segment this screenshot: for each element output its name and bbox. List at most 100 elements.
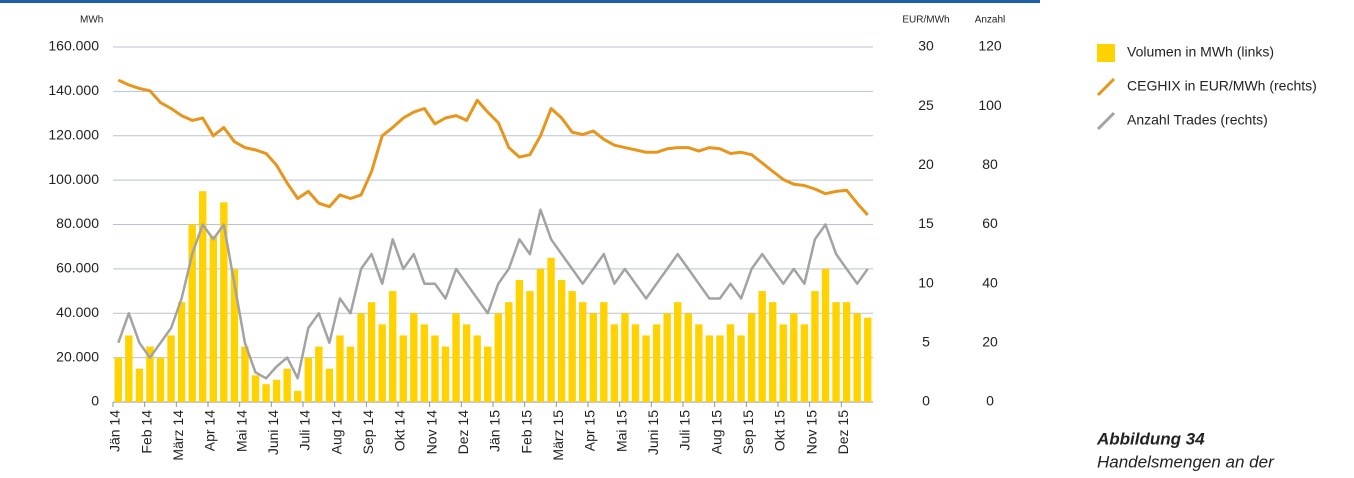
y2-tick-label: 10: [918, 274, 934, 290]
volume-bar: [589, 313, 597, 402]
volume-bar: [579, 302, 587, 402]
x-tick-label: Juli 15: [677, 410, 693, 451]
y-tick-label: 140.000: [48, 82, 99, 98]
volume-bar: [642, 335, 650, 402]
volume-bar: [283, 368, 291, 402]
y3-tick-label: 0: [986, 393, 994, 409]
volume-bar: [484, 346, 492, 402]
x-tick-label: Okt 15: [772, 410, 788, 451]
legend-swatch: [1096, 77, 1116, 97]
volume-bar: [832, 302, 840, 402]
volume-bar: [769, 302, 777, 402]
y-tick-label: 0: [91, 393, 99, 409]
x-tick-label: Feb 15: [518, 410, 534, 454]
y3-tick-label: 120: [978, 38, 1002, 54]
y2-tick-label: 15: [918, 215, 934, 231]
volume-bar: [346, 346, 355, 402]
volume-bar: [420, 324, 429, 402]
y3-tick-label: 60: [982, 215, 998, 231]
y3-tick-label: 40: [982, 274, 998, 290]
volume-bar: [294, 390, 302, 402]
volume-bar: [568, 291, 576, 402]
volume-bar: [315, 346, 323, 402]
volume-bar: [779, 324, 787, 402]
volume-bar: [536, 268, 545, 402]
volume-bar: [367, 302, 376, 402]
legend-label: Volumen in MWh (links): [1127, 44, 1274, 60]
volume-bar: [747, 313, 756, 402]
volume-bar: [526, 291, 534, 402]
volume-bar: [156, 357, 165, 402]
x-tick-label: Aug 14: [328, 410, 344, 455]
x-tick-label: Jän 15: [487, 410, 503, 452]
legend-label: CEGHIX in EUR/MWh (rechts): [1127, 78, 1317, 94]
volume-bar: [378, 324, 386, 402]
volume-bar: [600, 302, 608, 402]
volume-bar: [674, 302, 682, 402]
volume-bar: [515, 279, 524, 402]
volume-bar: [336, 335, 344, 402]
volume-bar: [737, 335, 745, 402]
volume-bar: [610, 324, 619, 402]
x-tick-label: Aug 15: [708, 410, 724, 455]
volume-bar: [220, 202, 228, 402]
x-tick-label: Dez 14: [455, 410, 471, 455]
volume-bar: [547, 257, 555, 402]
y3-tick-label: 100: [978, 97, 1002, 113]
x-tick-label: März 15: [550, 410, 566, 461]
volume-bar: [705, 335, 714, 402]
y-tick-label: 160.000: [48, 38, 99, 54]
volume-bar: [209, 235, 217, 402]
legend-label: Anzahl Trades (rechts): [1127, 112, 1268, 128]
y2-axis-label: EUR/MWh: [902, 15, 949, 26]
y2-tick-label: 25: [918, 97, 934, 113]
x-tick-label: Juni 14: [265, 410, 281, 455]
x-tick-label: März 14: [170, 410, 186, 461]
volume-bar: [726, 324, 735, 402]
volume-bar: [188, 224, 196, 402]
volume-bar: [325, 368, 334, 402]
volume-bar: [177, 302, 186, 402]
y2-tick-label: 5: [922, 334, 930, 350]
volume-bar: [441, 346, 450, 402]
x-tick-label: Juni 15: [645, 410, 661, 455]
volume-bar: [853, 313, 861, 402]
volume-bar: [684, 313, 692, 402]
x-tick-label: Nov 15: [803, 410, 819, 455]
legend-swatch: [1096, 111, 1116, 131]
volume-bar: [230, 268, 239, 402]
volume-bar: [167, 335, 175, 402]
volume-bar: [357, 313, 365, 402]
y-tick-label: 40.000: [56, 304, 99, 320]
volume-bar: [557, 279, 566, 402]
volume-bar: [389, 291, 397, 402]
volume-bar: [241, 346, 249, 402]
x-tick-label: Mai 15: [613, 410, 629, 452]
volume-bar: [631, 324, 640, 402]
volume-bar: [146, 346, 154, 402]
volume-bar: [821, 268, 830, 402]
volume-bar: [114, 357, 122, 402]
x-tick-label: Okt 14: [392, 410, 408, 451]
volume-bar: [494, 313, 502, 402]
volume-bar: [272, 379, 281, 402]
volume-bar: [199, 191, 207, 402]
volume-bar: [452, 313, 460, 402]
x-tick-label: Dez 15: [835, 410, 851, 455]
volume-bar: [262, 384, 270, 402]
y2-tick-label: 20: [918, 156, 934, 172]
volume-bar: [431, 335, 439, 402]
y-tick-label: 80.000: [56, 215, 99, 231]
volume-bar: [125, 335, 133, 402]
trades-line: [117, 208, 869, 380]
volume-bar: [663, 313, 671, 402]
volume-bar: [505, 302, 513, 402]
volume-bar: [304, 357, 312, 402]
y2-tick-label: 30: [918, 38, 934, 54]
price-line: [117, 78, 869, 216]
x-tick-label: Juli 14: [297, 410, 313, 451]
volume-bar: [621, 313, 629, 402]
volume-bar: [462, 324, 471, 402]
volume-bar: [716, 335, 724, 402]
y-tick-label: 60.000: [56, 260, 99, 276]
